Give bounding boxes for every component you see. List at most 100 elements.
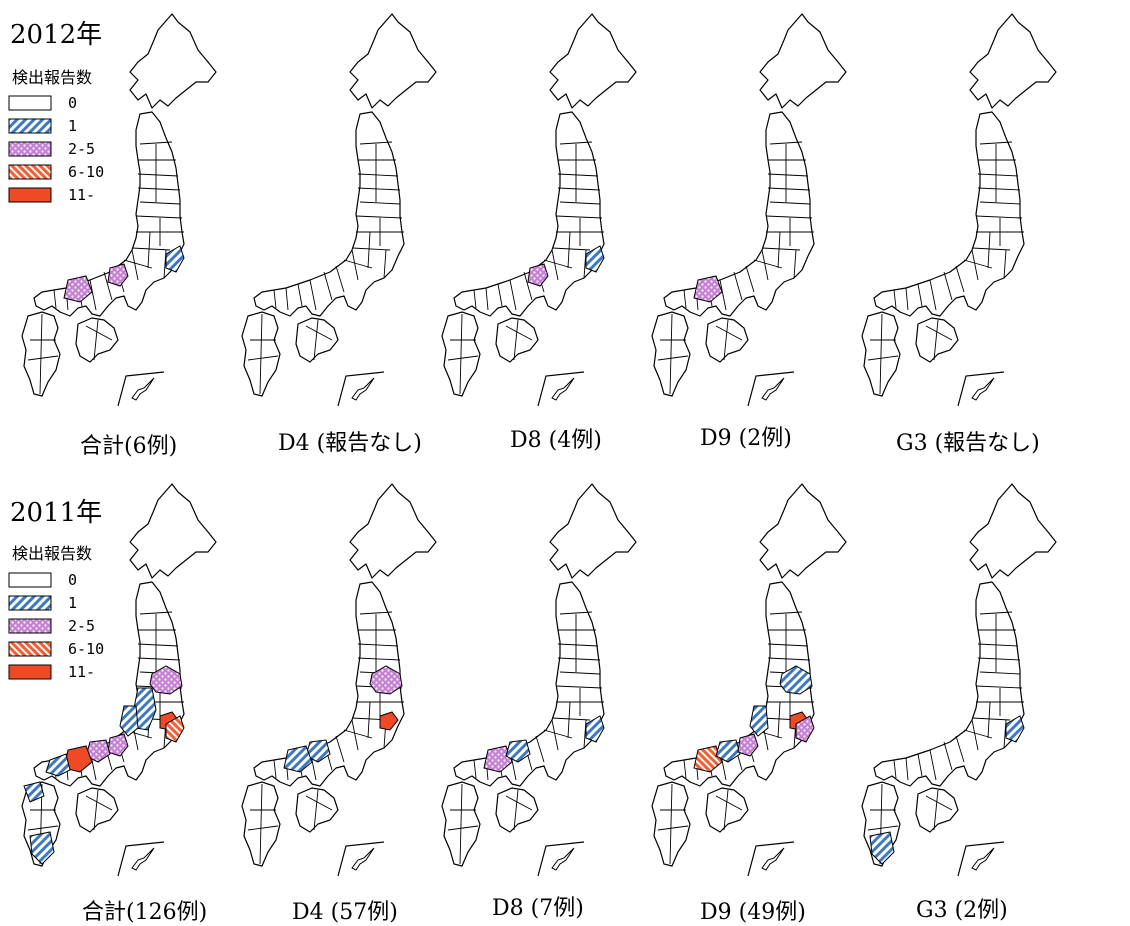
okinawa-outline	[761, 847, 785, 871]
legend-swatch	[8, 118, 52, 134]
highlight-region-okayama	[505, 739, 531, 763]
okinawa-outline	[351, 377, 375, 401]
highlight-region-niigata	[149, 665, 183, 695]
legend-label: 6-10	[68, 640, 105, 658]
shikoku-outline	[75, 787, 119, 833]
caption-2012-d8: D8 (4例)	[510, 428, 602, 453]
japan-map	[860, 480, 1070, 880]
map-svg	[241, 13, 437, 407]
caption-2012-g3: G3 (報告なし)	[896, 431, 1040, 456]
highlight-region-gifu	[119, 705, 139, 737]
japan-map	[650, 480, 860, 880]
okinawa-inset-frame	[747, 371, 795, 407]
japan-map	[240, 10, 450, 410]
legend-title-2012: 検出報告数	[12, 68, 93, 87]
okinawa-outline	[971, 847, 995, 871]
okinawa-outline	[971, 377, 995, 401]
caption-2011-d8: D8 (7例)	[492, 896, 584, 921]
caption-2012-d9: D9 (2例)	[700, 426, 792, 451]
shikoku-outline	[295, 787, 339, 833]
okinawa-outline	[551, 847, 575, 871]
year-label-2012: 2012年	[10, 20, 103, 50]
legend-item: 6-10	[8, 640, 104, 658]
highlight-region-niigata	[779, 665, 813, 695]
highlight-region-hiroshima	[693, 745, 723, 773]
okinawa-inset-frame	[747, 841, 795, 877]
map-svg	[861, 483, 1057, 877]
mainland-outline	[253, 483, 437, 787]
okinawa-outline	[351, 847, 375, 871]
legend-label: 1	[68, 117, 78, 135]
highlight-region-hiroshima	[693, 275, 723, 303]
map-svg	[651, 13, 847, 407]
okinawa-outline	[551, 377, 575, 401]
highlight-region-kanagawa	[795, 715, 815, 743]
shikoku-outline	[705, 317, 749, 363]
japan-map	[440, 10, 650, 410]
legend-item: 2-5	[8, 617, 95, 635]
highlight-region-kanagawa	[165, 715, 185, 743]
shikoku-outline	[75, 317, 119, 363]
okinawa-inset-frame	[957, 841, 1005, 877]
map-svg	[441, 13, 637, 407]
highlight-region-niigata	[369, 665, 403, 695]
legend-swatch	[8, 164, 52, 180]
legend-label: 6-10	[68, 163, 105, 181]
mainland-outline	[873, 483, 1057, 787]
legend-item: 0	[8, 571, 77, 589]
highlight-region-kagoshima	[29, 831, 55, 865]
highlight-region-tokyo	[379, 711, 399, 731]
legend-swatch	[8, 595, 52, 611]
legend-label: 2-5	[68, 140, 96, 158]
okinawa-inset-frame	[337, 841, 385, 877]
map-svg	[21, 483, 217, 877]
map-svg	[861, 13, 1057, 407]
map-svg	[21, 13, 217, 407]
highlight-region-kagoshima	[869, 831, 895, 865]
legend-label: 0	[68, 571, 78, 589]
shikoku-outline	[915, 317, 959, 363]
highlight-region-hiroshima	[483, 745, 513, 773]
caption-2011-total: 合計(126例)	[82, 900, 208, 925]
mainland-outline	[873, 13, 1057, 317]
japan-map	[650, 10, 860, 410]
okinawa-outline	[131, 377, 155, 401]
highlight-region-hiroshima	[63, 275, 93, 303]
legend-item: 2-5	[8, 140, 95, 158]
legend-item: 1	[8, 594, 77, 612]
shikoku-outline	[915, 787, 959, 833]
caption-2011-d4: D4 (57例)	[292, 900, 398, 925]
mainland-outline	[253, 13, 437, 317]
legend-item: 0	[8, 94, 77, 112]
japan-map	[240, 480, 450, 880]
legend-swatch	[8, 187, 52, 203]
caption-2012-total: 合計(6例)	[80, 434, 178, 459]
legend-item: 1	[8, 117, 77, 135]
highlight-region-gifu	[749, 705, 769, 737]
legend-item: 11-	[8, 663, 95, 681]
legend-label: 1	[68, 594, 78, 612]
legend-label: 11-	[68, 186, 96, 204]
caption-2011-d9: D9 (49例)	[700, 900, 806, 925]
okinawa-outline	[131, 847, 155, 871]
okinawa-inset-frame	[117, 841, 165, 877]
okinawa-inset-frame	[537, 371, 585, 407]
legend-item: 11-	[8, 186, 95, 204]
okinawa-inset-frame	[957, 371, 1005, 407]
caption-2011-g3: G3 (2例)	[916, 898, 1008, 923]
legend-label: 11-	[68, 663, 96, 681]
legend-title-2011: 検出報告数	[12, 544, 93, 563]
legend-swatch	[8, 641, 52, 657]
legend-label: 0	[68, 94, 78, 112]
shikoku-outline	[495, 787, 539, 833]
shikoku-outline	[295, 317, 339, 363]
highlight-region-kanagawa	[165, 245, 185, 273]
okinawa-inset-frame	[337, 371, 385, 407]
legend-swatch	[8, 572, 52, 588]
highlight-region-osaka	[107, 263, 129, 287]
legend-swatch	[8, 664, 52, 680]
highlight-region-hiroshima	[283, 745, 313, 773]
highlight-region-kanagawa	[1005, 715, 1025, 743]
legend-swatch	[8, 618, 52, 634]
highlight-region-shimane	[45, 753, 71, 777]
